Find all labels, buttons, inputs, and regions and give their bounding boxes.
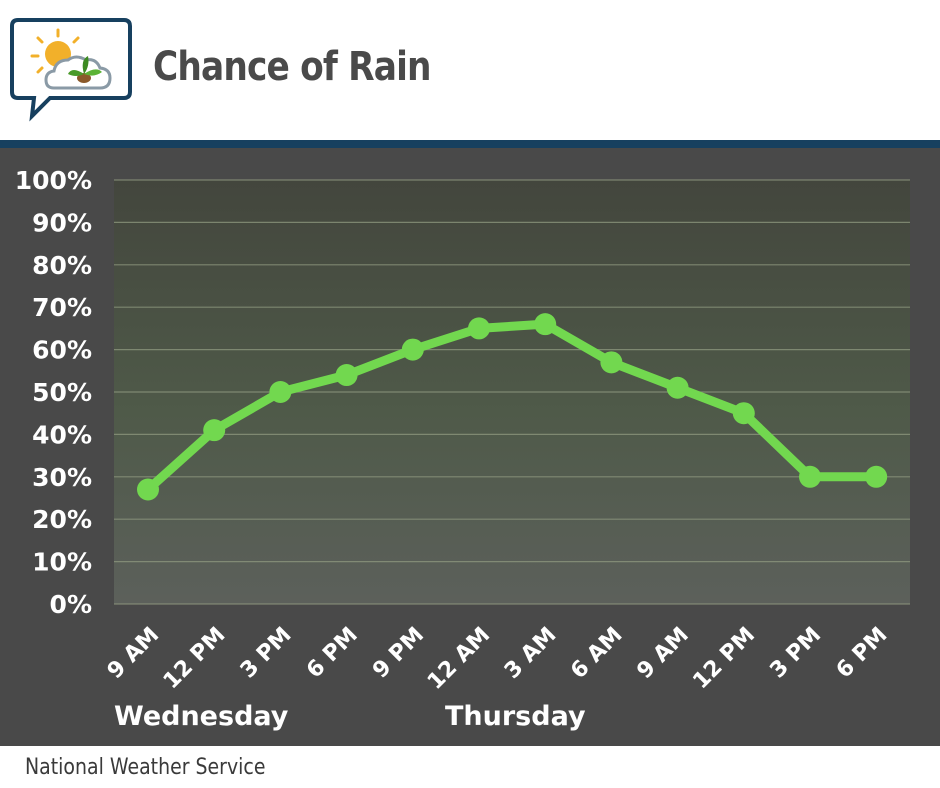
y-tick-label: 60% xyxy=(32,336,92,365)
data-point xyxy=(534,313,557,336)
x-tick-label: 12 PM xyxy=(688,623,760,695)
y-tick-label: 0% xyxy=(50,590,92,619)
data-point xyxy=(269,381,292,403)
data-points xyxy=(137,313,888,501)
x-tick-label: 6 PM xyxy=(302,623,363,684)
y-axis: 0% 10% 20% 30% 40% 50% 60% 70% 80% 90% 100% xyxy=(15,166,92,619)
y-tick-label: 90% xyxy=(32,208,92,237)
x-tick-label: 3 PM xyxy=(765,623,826,684)
x-tick-label: 3 PM xyxy=(236,623,297,684)
day-labels: Wednesday Thursday xyxy=(114,701,586,732)
data-point xyxy=(600,351,623,374)
y-tick-label: 40% xyxy=(32,420,92,449)
y-tick-label: 30% xyxy=(32,463,92,492)
page-title: Chance of Rain xyxy=(153,44,432,90)
y-tick-label: 20% xyxy=(32,505,92,534)
data-point xyxy=(799,465,821,488)
series-line xyxy=(143,319,881,495)
x-tick-label: 3 AM xyxy=(500,623,561,684)
y-tick-label: 100% xyxy=(15,166,92,195)
chart-panel: 0% 10% 20% 30% 40% 50% 60% 70% 80% 90% 100% 9 AM 12… xyxy=(0,148,940,746)
data-point xyxy=(732,402,755,425)
x-tick-label: 9 AM xyxy=(632,623,693,684)
y-tick-label: 70% xyxy=(32,293,92,322)
x-tick-label: 12 PM xyxy=(159,623,231,695)
gridlines xyxy=(114,179,910,605)
plant-icon xyxy=(68,56,102,83)
data-point xyxy=(401,338,424,361)
day-label: Thursday xyxy=(445,701,586,732)
data-point xyxy=(666,376,689,399)
x-tick-label: 6 PM xyxy=(832,623,893,684)
data-point xyxy=(203,419,226,442)
y-tick-label: 80% xyxy=(32,251,92,280)
data-point xyxy=(335,364,358,387)
day-label: Wednesday xyxy=(114,701,289,732)
data-point xyxy=(468,317,490,340)
y-tick-label: 10% xyxy=(32,548,92,577)
data-point xyxy=(137,478,159,501)
x-tick-label: 9 AM xyxy=(103,623,164,684)
x-tick-label: 12 AM xyxy=(423,623,495,695)
source-credit: National Weather Service xyxy=(25,755,266,780)
footer xyxy=(0,746,940,788)
rain-chance-chart: 0%10%20%30%40%50%60%70%80%90%100% 9 AM12… xyxy=(15,166,910,732)
header-divider xyxy=(0,140,940,148)
y-tick-label: 50% xyxy=(32,378,92,407)
header: Chance of Rain xyxy=(0,0,940,140)
weather-bubble-logo xyxy=(10,18,132,122)
data-point xyxy=(865,465,888,488)
x-tick-label: 9 PM xyxy=(368,623,429,684)
x-tick-label: 6 AM xyxy=(566,623,627,684)
